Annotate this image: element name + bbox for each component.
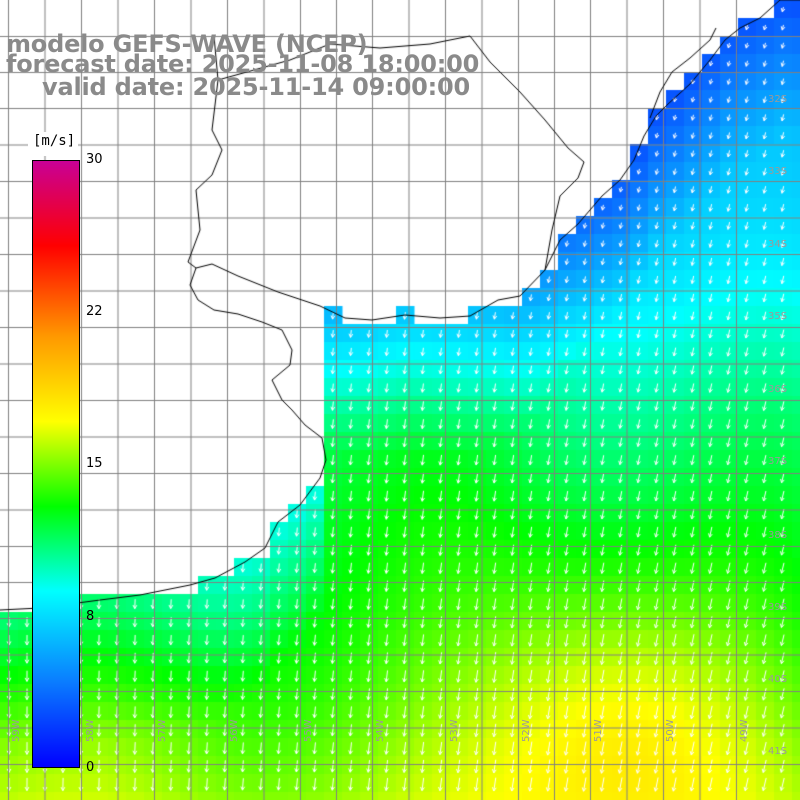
lat-label: 36S bbox=[768, 384, 788, 395]
lon-label: 54W bbox=[375, 719, 386, 742]
lon-label: 52W bbox=[521, 719, 532, 742]
forecast-date: forecast date: 2025-11-08 18:00:00 bbox=[6, 50, 480, 78]
colorbar-tick-15: 15 bbox=[86, 456, 103, 471]
lon-label: 57W bbox=[157, 719, 168, 742]
lat-label: 32S bbox=[768, 94, 788, 105]
lon-label: 49W bbox=[739, 719, 750, 742]
colorbar-tick-22: 22 bbox=[86, 304, 103, 319]
lat-label: 33S bbox=[768, 166, 788, 177]
lat-label: 41S bbox=[768, 746, 788, 757]
lat-label: 39S bbox=[768, 602, 788, 613]
lon-label: 53W bbox=[449, 719, 460, 742]
lon-label: 51W bbox=[593, 719, 604, 742]
valid-date: valid date: 2025-11-14 09:00:00 bbox=[42, 73, 470, 101]
colorbar-tick-30: 30 bbox=[86, 152, 103, 167]
lat-label: 35S bbox=[768, 311, 788, 322]
colorbar-unit: [m/s] bbox=[33, 133, 76, 149]
lat-label: 37S bbox=[768, 456, 788, 467]
lon-label: 56W bbox=[229, 719, 240, 742]
lon-label: 59W bbox=[11, 719, 22, 742]
unit-box bbox=[28, 132, 78, 156]
lon-label: 58W bbox=[85, 719, 96, 742]
lat-label: 40S bbox=[768, 674, 788, 685]
colorbar-tick-0: 0 bbox=[86, 760, 95, 775]
lon-label: 55W bbox=[303, 719, 314, 742]
lat-label: 38S bbox=[768, 530, 788, 541]
colorbar-tick-8: 8 bbox=[86, 609, 95, 624]
lat-label: 34S bbox=[768, 239, 788, 250]
lon-label: 50W bbox=[665, 719, 676, 742]
colorbar bbox=[32, 160, 80, 768]
model-title: modelo GEFS-WAVE (NCEP) bbox=[6, 30, 368, 58]
